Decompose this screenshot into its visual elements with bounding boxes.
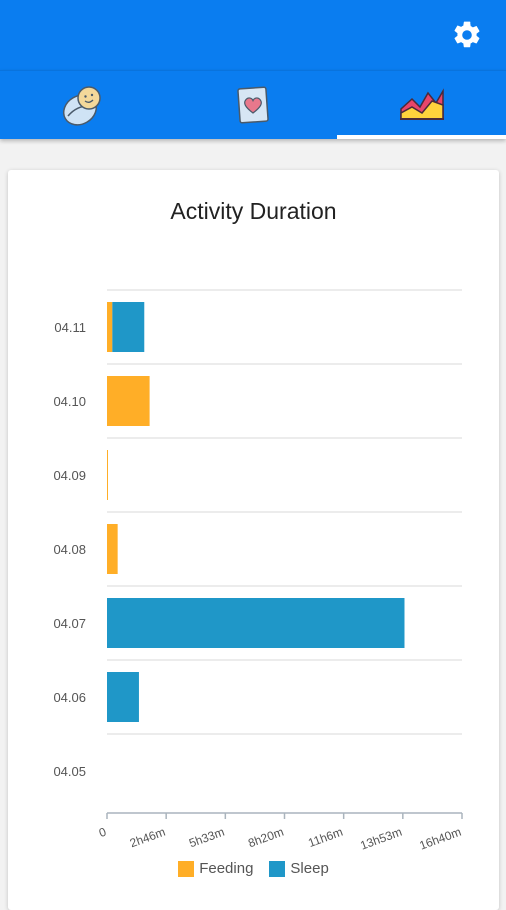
legend-item-feeding[interactable]: Feeding — [178, 860, 253, 877]
bar-feeding[interactable] — [107, 450, 108, 500]
x-tick-label: 11h6m — [306, 825, 344, 850]
x-tick-label: 8h20m — [246, 825, 285, 851]
legend-label-sleep: Sleep — [290, 860, 329, 877]
area-chart-icon — [399, 88, 444, 120]
settings-button[interactable] — [450, 18, 484, 52]
bar-chart: 04.11 04.10 04.09 04.08 04.07 04.06 04.05 0 2h46… — [53, 289, 463, 853]
bar-sleep[interactable] — [107, 598, 405, 648]
x-tick-label: 16h40m — [417, 825, 463, 853]
tab-baby[interactable] — [0, 71, 169, 139]
x-tick-label: 13h53m — [358, 825, 404, 853]
baby-icon — [63, 86, 102, 126]
category-label: 04.10 — [53, 394, 86, 409]
x-tick-label: 0 — [97, 825, 108, 841]
bar-feeding[interactable] — [107, 302, 113, 352]
chart-title: Activity Duration — [170, 198, 337, 224]
legend-label-feeding: Feeding — [199, 860, 254, 877]
legend-item-sleep[interactable]: Sleep — [269, 860, 329, 877]
tab-stats[interactable] — [337, 71, 506, 139]
app-header — [0, 0, 506, 70]
bar-sleep[interactable] — [107, 672, 139, 722]
category-label: 04.05 — [53, 764, 86, 779]
category-label: 04.11 — [54, 320, 86, 335]
category-label: 04.07 — [53, 616, 86, 631]
chart-card: Activity Duration 04.11 04.10 04.09 04.08 04… — [8, 170, 499, 910]
legend-swatch-sleep — [269, 860, 286, 877]
bar-feeding[interactable] — [107, 376, 150, 426]
heart-card-icon — [237, 86, 269, 124]
bar-feeding[interactable] — [107, 524, 118, 574]
bar-sleep[interactable] — [112, 302, 145, 352]
category-label: 04.09 — [53, 468, 86, 483]
legend-swatch-feeding — [178, 860, 195, 877]
x-tick-label: 2h46m — [128, 825, 167, 851]
tab-bar — [0, 70, 506, 139]
gear-icon — [454, 21, 480, 48]
x-tick-label: 5h33m — [187, 825, 226, 851]
tab-care[interactable] — [169, 71, 338, 139]
category-label: 04.08 — [53, 542, 86, 557]
category-label: 04.06 — [53, 690, 86, 705]
chart-legend: Feeding Sleep — [8, 860, 499, 877]
